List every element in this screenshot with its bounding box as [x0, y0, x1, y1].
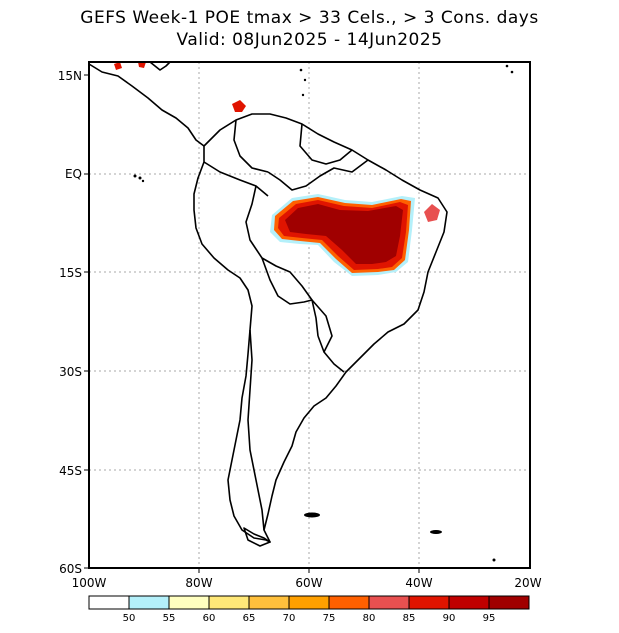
probability-areas [114, 62, 440, 276]
colorbar-label: 95 [483, 613, 496, 624]
border-bolivia [261, 257, 313, 305]
lon-label-100w: 100W [72, 576, 107, 590]
colorbar-swatch [448, 595, 490, 610]
latitude-axis: 15N EQ 15S 30S 45S 60S [58, 69, 89, 576]
colorbar-label: 55 [163, 613, 176, 624]
border-peru-colombia [203, 161, 269, 197]
colorbar-label: 80 [363, 613, 376, 624]
colorbar: 50 55 60 65 70 75 80 85 90 95 [88, 595, 530, 624]
coastlines-and-borders [88, 61, 448, 547]
colorbar-label: 50 [123, 613, 136, 624]
lat-label-15s: 15S [59, 266, 82, 280]
poe-area-caribbean [232, 100, 246, 112]
poe-area-east [424, 204, 440, 222]
border-brazil-west [245, 185, 319, 337]
map-subtitle: Valid: 08Jun2025 - 14Jun2025 [176, 30, 443, 50]
south-america-coast [193, 113, 448, 543]
colorbar-swatch [208, 595, 250, 610]
north-america-coast [88, 63, 205, 147]
lon-label-80w: 80W [185, 576, 212, 590]
colorbar-swatch [488, 595, 530, 610]
colorbar-swatch [408, 595, 450, 610]
colorbar-swatch [88, 595, 130, 610]
islands [133, 64, 514, 562]
border-uruguay [323, 351, 345, 373]
lat-label-15n: 15N [58, 69, 82, 83]
border-venezuela-colombia [233, 119, 269, 173]
colorbar-label: 90 [443, 613, 456, 624]
border-argentina-chile [247, 329, 265, 531]
lon-label-40w: 40W [405, 576, 432, 590]
map-title: GEFS Week-1 POE tmax > 33 Cels., > 3 Con… [80, 8, 539, 28]
colorbar-swatch [128, 595, 170, 610]
colorbar-label: 60 [203, 613, 216, 624]
colorbar-label: 85 [403, 613, 416, 624]
border-guianas [299, 123, 353, 165]
lat-label-30s: 30S [59, 365, 82, 379]
tierra-del-fuego [243, 527, 271, 547]
longitude-axis: 100W 80W 60W 40W 20W [72, 568, 542, 590]
north-america-coast-2 [149, 61, 171, 71]
colorbar-label: 65 [243, 613, 256, 624]
lat-label-60s: 60S [59, 562, 82, 576]
gridlines [89, 62, 530, 568]
poe-area-mexico [114, 62, 122, 70]
colorbar-swatch [368, 595, 410, 610]
colorbar-label: 75 [323, 613, 336, 624]
border-paraguay [311, 299, 333, 353]
poe-area-mexico-2 [138, 62, 146, 68]
colorbar-swatch [328, 595, 370, 610]
colorbar-swatch [168, 595, 210, 610]
colorbar-swatch [288, 595, 330, 610]
lat-label-eq: EQ [65, 167, 82, 181]
poe-area-very-high [285, 204, 403, 264]
colorbar-label: 70 [283, 613, 296, 624]
colorbar-swatch [248, 595, 290, 610]
border-brazil-north [267, 159, 369, 191]
lon-label-60w: 60W [295, 576, 322, 590]
lat-label-45s: 45S [59, 464, 82, 478]
lon-label-20w: 20W [514, 576, 541, 590]
